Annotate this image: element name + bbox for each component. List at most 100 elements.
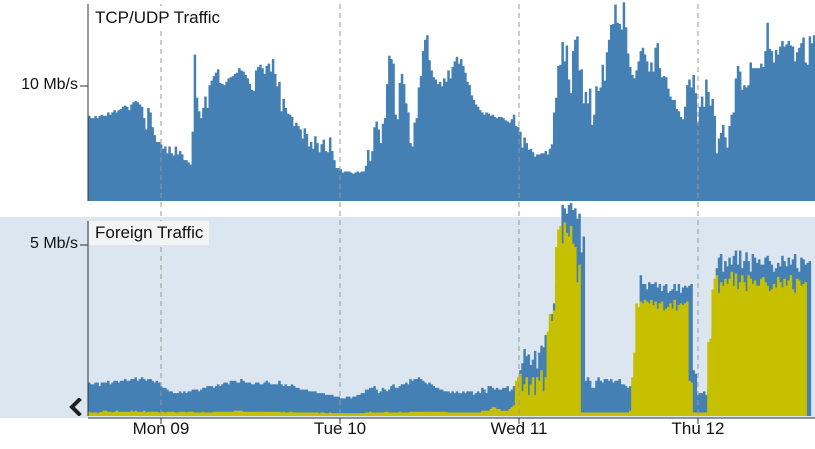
tcp-udp-bar — [749, 62, 752, 201]
tcp-udp-bar — [751, 68, 755, 201]
tcp-udp-bar — [675, 109, 679, 201]
total-traffic-bar — [102, 382, 106, 416]
foreign-traffic-bar — [538, 380, 541, 416]
total-traffic-bar — [396, 387, 400, 416]
tcp-udp-bar — [702, 106, 706, 201]
foreign-traffic-bar — [502, 410, 505, 416]
total-traffic-bar — [506, 386, 509, 416]
foreign-traffic-bar — [521, 391, 524, 416]
foreign-traffic-bar — [413, 411, 416, 416]
total-traffic-bar — [453, 393, 457, 416]
foreign-traffic-bar — [286, 412, 290, 416]
foreign-traffic-bar — [686, 301, 689, 416]
tcp-udp-bar — [658, 68, 662, 201]
tcp-udp-bar — [92, 118, 95, 201]
foreign-traffic-bar — [445, 411, 448, 416]
tcp-udp-bar — [497, 116, 501, 201]
total-traffic-bar — [371, 387, 374, 416]
scroll-back-button[interactable] — [66, 396, 84, 418]
foreign-traffic-bar — [662, 310, 666, 416]
tcp-udp-bar — [548, 148, 552, 201]
foreign-traffic-bar — [443, 411, 446, 416]
total-traffic-bar — [117, 382, 121, 416]
foreign-traffic-bar — [629, 410, 632, 416]
foreign-traffic-bar — [593, 412, 596, 416]
total-traffic-bar — [700, 393, 704, 416]
tcp-udp-bar — [244, 74, 247, 201]
foreign-traffic-bar — [700, 412, 704, 416]
total-traffic-bar — [457, 393, 461, 416]
foreign-traffic-bar — [500, 410, 503, 416]
tcp-udp-bar — [265, 65, 269, 202]
total-traffic-bar — [244, 382, 247, 416]
foreign-traffic-bar — [104, 410, 108, 416]
tcp-udp-bar — [590, 124, 594, 201]
foreign-traffic-bar — [235, 410, 239, 416]
foreign-traffic-bar — [341, 413, 345, 416]
foreign-traffic-bar — [455, 412, 459, 416]
foreign-traffic-bar — [726, 284, 729, 416]
foreign-traffic-bar — [669, 303, 672, 416]
total-traffic-bar — [174, 393, 178, 416]
total-traffic-bar — [267, 382, 271, 416]
total-traffic-bar — [312, 391, 315, 416]
foreign-traffic-bar — [229, 411, 233, 416]
total-traffic-bar — [322, 393, 326, 416]
tcp-udp-bar — [223, 85, 226, 201]
total-traffic-bar — [478, 393, 482, 416]
tcp-udp-bar — [629, 67, 632, 201]
total-traffic-bar — [345, 396, 349, 416]
foreign-traffic-bar — [719, 282, 723, 416]
foreign-traffic-bar — [489, 408, 493, 416]
foreign-traffic-bar — [288, 411, 292, 416]
foreign-traffic-bar — [660, 301, 664, 416]
foreign-traffic-bar — [664, 308, 668, 416]
tcp-udp-bar — [565, 45, 569, 202]
total-traffic-bar — [242, 380, 245, 416]
total-traffic-bar — [614, 380, 617, 416]
foreign-traffic-bar — [487, 410, 490, 416]
foreign-traffic-bar — [252, 411, 256, 416]
foreign-traffic-bar — [751, 284, 755, 416]
tcp-udp-bar — [159, 144, 163, 201]
foreign-traffic-bar — [760, 278, 763, 416]
tcp-udp-bar — [90, 118, 93, 201]
total-traffic-bar — [185, 393, 188, 416]
tcp-udp-bar — [261, 68, 264, 201]
total-traffic-bar — [153, 382, 157, 416]
tcp-udp-bar — [202, 107, 205, 201]
total-traffic-bar — [136, 380, 140, 416]
tcp-udp-bar — [231, 76, 235, 201]
tcp-udp-bar — [119, 109, 123, 201]
tcp-udp-bar — [147, 107, 150, 201]
foreign-traffic-bar — [690, 382, 693, 416]
tcp-udp-bar — [102, 115, 106, 201]
foreign-traffic-bar — [303, 412, 307, 416]
tcp-udp-bar — [812, 35, 815, 201]
total-traffic-bar — [337, 396, 340, 416]
foreign-traffic-bar — [212, 411, 216, 416]
total-traffic-bar — [257, 382, 260, 416]
total-traffic-bar — [263, 382, 266, 416]
tcp-udp-bar — [510, 119, 514, 201]
foreign-traffic-bar — [804, 282, 807, 416]
total-traffic-bar — [497, 389, 501, 416]
tcp-udp-bar — [779, 46, 782, 201]
total-traffic-bar — [610, 379, 613, 416]
tcp-udp-bar — [295, 122, 298, 201]
foreign-traffic-bar — [474, 412, 478, 416]
tcp-udp-bar — [377, 129, 381, 201]
foreign-traffic-bar — [301, 412, 304, 416]
tcp-udp-bar — [373, 127, 376, 201]
foreign-traffic-bar — [170, 411, 173, 416]
tcp-udp-bar — [130, 104, 133, 201]
foreign-traffic-bar — [757, 285, 761, 416]
foreign-traffic-bar — [371, 412, 374, 416]
total-traffic-bar — [586, 377, 590, 416]
tcp-udp-bar — [660, 77, 664, 201]
tcp-udp-bar — [770, 51, 774, 201]
tcp-udp-bar — [375, 121, 378, 201]
foreign-traffic-bar — [358, 413, 362, 416]
foreign-traffic-bar — [595, 412, 598, 416]
tcp-udp-bar — [383, 118, 387, 201]
